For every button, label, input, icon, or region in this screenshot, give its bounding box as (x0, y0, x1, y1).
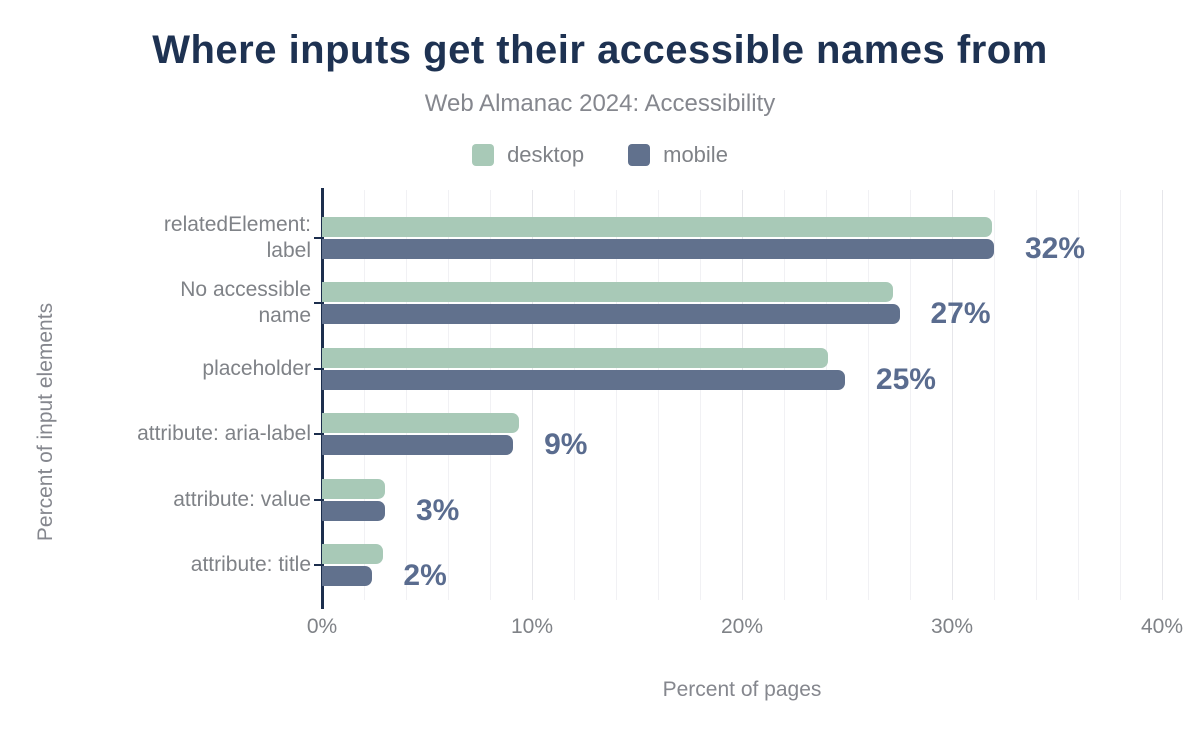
category-label: attribute: value (173, 487, 311, 511)
x-tick-label: 40% (1140, 615, 1184, 638)
category-label: placeholder (202, 356, 311, 380)
desktop-legend-swatch (472, 144, 495, 166)
gridline (574, 190, 575, 600)
bar-desktop-0[interactable] (322, 217, 992, 237)
y-axis-line (321, 188, 324, 609)
bar-mobile-3[interactable] (322, 435, 514, 456)
bar-desktop-5[interactable] (322, 544, 383, 564)
gridline (448, 190, 449, 600)
x-tick-label: 10% (510, 615, 554, 638)
category-label: attribute: aria-label (137, 422, 311, 446)
x-axis-title: Percent of pages (662, 678, 822, 701)
gridline (784, 190, 785, 600)
bar-mobile-5[interactable] (322, 566, 373, 586)
gridline (1036, 190, 1037, 600)
bar-desktop-3[interactable] (322, 413, 520, 434)
x-tick-label: 0% (306, 615, 338, 638)
mobile-legend-swatch (628, 144, 651, 166)
bar-value-label: 27% (930, 297, 991, 331)
gridline (1120, 190, 1121, 600)
gridline (532, 190, 533, 600)
gridline (868, 190, 869, 600)
desktop-legend-label: desktop (507, 142, 585, 167)
x-tick-label: 30% (930, 615, 974, 638)
gridline (616, 190, 617, 600)
y-axis-tick (314, 302, 321, 305)
y-axis-tick (314, 367, 321, 370)
bar-mobile-2[interactable] (322, 369, 845, 390)
category-label: attribute: title (190, 553, 311, 576)
chart-subtitle: Web Almanac 2024: Accessibility (424, 90, 776, 117)
category-label: No accessible name (180, 278, 311, 328)
bar-desktop-4[interactable] (322, 478, 385, 499)
bar-value-label: 9% (544, 428, 588, 462)
chart-title: Where inputs get their accessible names … (152, 28, 1048, 72)
chart-legend: desktop mobile (0, 142, 1200, 168)
gridline (700, 190, 701, 600)
y-axis-tick (314, 237, 321, 239)
bar-desktop-2[interactable] (322, 347, 829, 368)
gridline (742, 190, 743, 600)
bar-mobile-0[interactable] (322, 239, 994, 259)
category-label: relatedElement: label (163, 213, 311, 262)
gridline (910, 190, 911, 600)
bar-value-label: 3% (416, 493, 460, 527)
x-tick-label: 20% (720, 615, 764, 638)
gridline (826, 190, 827, 600)
legend-item-desktop[interactable]: desktop (472, 142, 584, 168)
y-axis-tick (314, 498, 321, 501)
gridline (490, 190, 491, 600)
y-axis-tick (314, 564, 321, 566)
mobile-legend-label: mobile (663, 142, 728, 167)
gridline (1162, 190, 1163, 600)
gridline (952, 190, 953, 600)
bar-desktop-1[interactable] (322, 282, 894, 303)
bar-value-label: 25% (875, 362, 936, 396)
gridline (406, 190, 407, 600)
gridline (994, 190, 995, 600)
legend-item-mobile[interactable]: mobile (628, 142, 728, 168)
bar-value-label: 32% (1025, 232, 1086, 265)
gridline (1078, 190, 1079, 600)
bar-mobile-1[interactable] (322, 304, 900, 325)
y-axis-tick (314, 433, 321, 436)
gridline (658, 190, 659, 600)
bar-mobile-4[interactable] (322, 500, 385, 521)
bar-value-label: 2% (403, 559, 447, 592)
gridline (364, 190, 365, 600)
